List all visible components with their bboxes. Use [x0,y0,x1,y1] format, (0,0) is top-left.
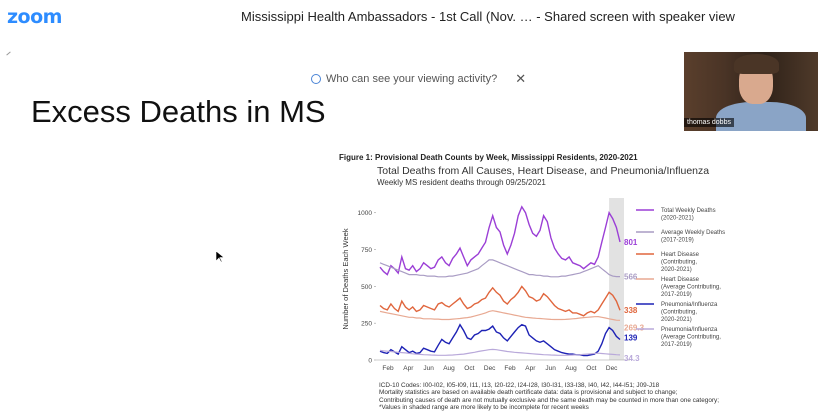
legend-label: Heart Disease [661,252,700,258]
legend-label: Pneumonia/Influenza [661,302,718,308]
legend-label: (Contributing, [661,310,697,316]
series-end-label: 34.3 [624,354,640,363]
series-line [379,348,621,356]
viewer-icon [311,74,321,84]
legend-label: Total Weekly Deaths [661,208,716,214]
y-tick-label: 500 [361,284,372,291]
x-tick-label: Oct [586,365,596,372]
y-tick-label: 250 [361,321,372,328]
legend-label: (2017-2019) [661,238,694,244]
legend-label: (Average Contributing, [661,335,721,341]
x-tick-label: Aug [443,365,455,372]
x-tick-label: Feb [504,365,516,372]
mouse-cursor-icon [216,251,224,263]
series-line [379,259,620,278]
viewing-activity-text[interactable]: Who can see your viewing activity? [326,73,498,85]
y-axis-label: Number of Deaths Each Week [341,228,350,329]
chart-subtitle: Weekly MS resident deaths through 09/25/… [377,178,546,187]
cursor-mark [6,51,11,56]
y-tick-label: 0 [368,358,372,365]
participant-name: thomas dobbs [684,118,734,127]
legend-label: 2020-2021) [661,317,692,323]
legend-label: Pneumonia/Influenza [661,327,718,333]
note-line: Mortality statistics are based on availa… [379,389,678,397]
zoom-title-bar: zoom Mississippi Health Ambassadors - 1s… [0,0,825,34]
x-tick-label: Aug [565,365,577,372]
close-icon[interactable]: ✕ [515,71,527,86]
speaker-video-thumbnail[interactable]: thomas dobbs [684,52,818,131]
series-end-label: 139 [624,334,638,343]
x-tick-label: Oct [464,365,474,372]
viewing-activity-banner[interactable]: Who can see your viewing activity? ✕ [311,71,526,87]
series-end-label: 269.3 [624,323,645,332]
figure-caption: Figure 1: Provisional Death Counts by We… [339,153,638,162]
legend-label: Heart Disease [661,277,700,283]
series-end-label: 338 [624,306,638,315]
legend-label: (Contributing, [661,260,697,266]
x-tick-label: Apr [525,365,536,372]
series-line [379,285,621,317]
meeting-title: Mississippi Health Ambassadors - 1st Cal… [241,9,735,24]
x-tick-label: Jun [423,365,434,372]
x-tick-label: Apr [403,365,414,372]
x-tick-label: Jun [545,365,556,372]
legend-label: 2017-2019) [661,292,692,298]
note-line: ICD-10 Codes: I00-I02, I05-I09, I11, I13… [379,382,660,389]
series-end-label: 566 [624,273,638,282]
legend-label: 2017-2019) [661,342,692,348]
death-counts-chart: 0 250 500 750 1000 Feb Apr Jun Aug Oct Dec Feb Apr Ju… [341,198,725,372]
y-tick-label: 1000 [358,210,373,217]
x-tick-label: Dec [484,365,496,372]
note-line: *Values in shaded range are more likely … [379,403,589,411]
x-tick-label: Feb [382,365,394,372]
legend-label: 2020-2021) [661,267,692,273]
chart-title: Total Deaths from All Causes, Heart Dise… [377,165,710,177]
slide-title: Excess Deaths in MS [31,94,326,129]
series-line [379,323,621,357]
note-line: Contributing causes of death are not mut… [379,396,719,404]
legend-label: (Average Contributing, [661,285,721,291]
chart-notes: ICD-10 Codes: I00-I02, I05-I09, I11, I13… [379,382,799,411]
y-tick-label: 750 [361,247,372,254]
speaker-hair [734,54,779,74]
series-end-label: 801 [624,238,638,247]
legend-label: (2020-2021) [661,216,694,222]
zoom-logo: zoom [7,6,62,28]
series-line [379,310,621,321]
series-line [379,205,621,276]
x-tick-label: Dec [606,365,618,372]
legend-label: Average Weekly Deaths [661,230,725,236]
